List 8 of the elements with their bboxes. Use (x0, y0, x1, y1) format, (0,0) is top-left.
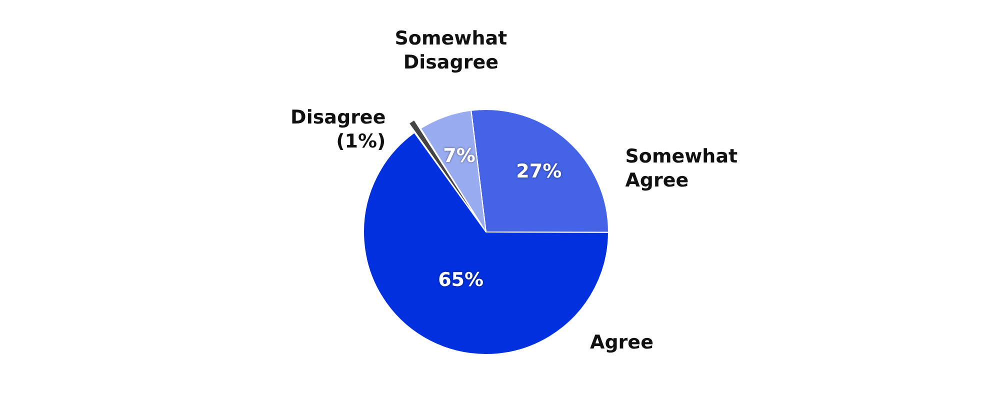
data-label: 7% (443, 144, 476, 167)
data-label: 65% (438, 268, 484, 291)
slice-label: Somewhat Disagree (394, 28, 508, 74)
data-label: (1%) (336, 130, 386, 153)
slice-label: Agree (590, 331, 654, 354)
slice-label: Disagree (290, 106, 386, 129)
slice-label: Somewhat Agree (625, 146, 738, 192)
data-label: 27% (516, 160, 562, 182)
